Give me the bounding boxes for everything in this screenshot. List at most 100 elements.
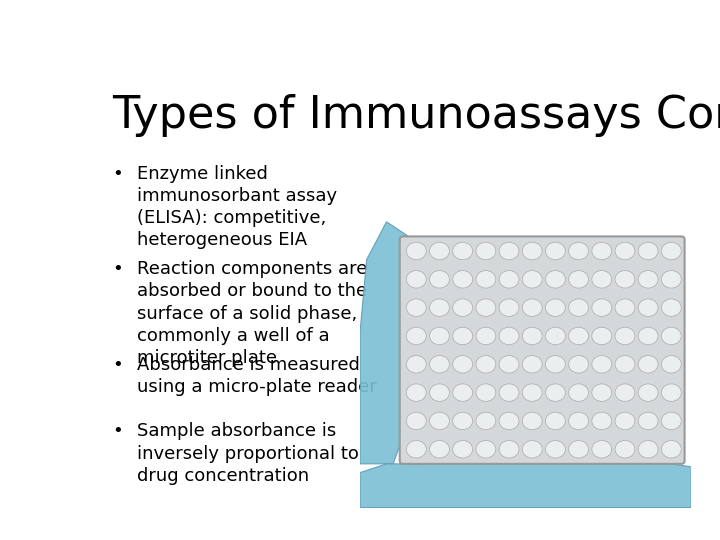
Circle shape bbox=[638, 299, 658, 316]
Circle shape bbox=[615, 271, 635, 288]
Circle shape bbox=[476, 327, 496, 345]
Circle shape bbox=[499, 412, 519, 430]
Text: •: • bbox=[112, 260, 123, 278]
Circle shape bbox=[592, 412, 612, 430]
Circle shape bbox=[499, 441, 519, 458]
Circle shape bbox=[522, 412, 542, 430]
Circle shape bbox=[406, 299, 426, 316]
Circle shape bbox=[592, 271, 612, 288]
Text: Reaction components are
absorbed or bound to the
surface of a solid phase,
commo: Reaction components are absorbed or boun… bbox=[138, 260, 368, 367]
Circle shape bbox=[522, 242, 542, 260]
Circle shape bbox=[546, 412, 565, 430]
Circle shape bbox=[615, 299, 635, 316]
Circle shape bbox=[592, 242, 612, 260]
FancyBboxPatch shape bbox=[400, 237, 685, 464]
Circle shape bbox=[522, 384, 542, 401]
Circle shape bbox=[430, 441, 449, 458]
Text: Absorbance is measured
using a micro-plate reader: Absorbance is measured using a micro-pla… bbox=[138, 356, 377, 396]
Circle shape bbox=[406, 327, 426, 345]
Circle shape bbox=[662, 327, 681, 345]
Text: Enzyme linked
immunosorbant assay
(ELISA): competitive,
heterogeneous EIA: Enzyme linked immunosorbant assay (ELISA… bbox=[138, 165, 338, 249]
Circle shape bbox=[638, 355, 658, 373]
Circle shape bbox=[546, 271, 565, 288]
Circle shape bbox=[476, 355, 496, 373]
Circle shape bbox=[592, 441, 612, 458]
Circle shape bbox=[615, 327, 635, 345]
Circle shape bbox=[453, 271, 472, 288]
Circle shape bbox=[638, 271, 658, 288]
Circle shape bbox=[638, 412, 658, 430]
Circle shape bbox=[569, 412, 588, 430]
Circle shape bbox=[522, 355, 542, 373]
Circle shape bbox=[569, 242, 588, 260]
Circle shape bbox=[453, 327, 472, 345]
Circle shape bbox=[569, 355, 588, 373]
Circle shape bbox=[430, 355, 449, 373]
Text: Sample absorbance is
inversely proportional to
drug concentration: Sample absorbance is inversely proportio… bbox=[138, 422, 359, 485]
Text: •: • bbox=[112, 165, 123, 183]
Circle shape bbox=[662, 355, 681, 373]
Circle shape bbox=[499, 299, 519, 316]
Circle shape bbox=[569, 384, 588, 401]
Circle shape bbox=[499, 327, 519, 345]
Circle shape bbox=[662, 271, 681, 288]
Text: Types of Immunoassays Cont’d: Types of Immunoassays Cont’d bbox=[112, 94, 720, 137]
Circle shape bbox=[569, 299, 588, 316]
Circle shape bbox=[406, 441, 426, 458]
Circle shape bbox=[476, 412, 496, 430]
Circle shape bbox=[638, 441, 658, 458]
Circle shape bbox=[662, 384, 681, 401]
Circle shape bbox=[546, 299, 565, 316]
Circle shape bbox=[592, 355, 612, 373]
Circle shape bbox=[546, 327, 565, 345]
Circle shape bbox=[453, 441, 472, 458]
Circle shape bbox=[476, 384, 496, 401]
Circle shape bbox=[499, 242, 519, 260]
Circle shape bbox=[615, 384, 635, 401]
Circle shape bbox=[430, 412, 449, 430]
Circle shape bbox=[499, 271, 519, 288]
Circle shape bbox=[662, 242, 681, 260]
Circle shape bbox=[406, 412, 426, 430]
Circle shape bbox=[430, 327, 449, 345]
Circle shape bbox=[430, 299, 449, 316]
Circle shape bbox=[638, 384, 658, 401]
Circle shape bbox=[453, 355, 472, 373]
Circle shape bbox=[638, 327, 658, 345]
Circle shape bbox=[453, 299, 472, 316]
Circle shape bbox=[522, 299, 542, 316]
Circle shape bbox=[499, 355, 519, 373]
Circle shape bbox=[522, 441, 542, 458]
Circle shape bbox=[430, 384, 449, 401]
Circle shape bbox=[546, 355, 565, 373]
Circle shape bbox=[453, 242, 472, 260]
Circle shape bbox=[615, 242, 635, 260]
Circle shape bbox=[406, 242, 426, 260]
Text: •: • bbox=[112, 356, 123, 374]
Circle shape bbox=[546, 242, 565, 260]
Circle shape bbox=[453, 384, 472, 401]
Circle shape bbox=[638, 242, 658, 260]
Circle shape bbox=[662, 299, 681, 316]
Polygon shape bbox=[360, 455, 691, 508]
Circle shape bbox=[453, 412, 472, 430]
Circle shape bbox=[569, 441, 588, 458]
Text: •: • bbox=[112, 422, 123, 441]
Circle shape bbox=[406, 355, 426, 373]
Circle shape bbox=[476, 299, 496, 316]
Circle shape bbox=[662, 441, 681, 458]
Circle shape bbox=[430, 271, 449, 288]
Circle shape bbox=[406, 384, 426, 401]
Circle shape bbox=[569, 271, 588, 288]
Circle shape bbox=[476, 271, 496, 288]
Circle shape bbox=[499, 384, 519, 401]
Circle shape bbox=[592, 299, 612, 316]
Circle shape bbox=[569, 327, 588, 345]
Circle shape bbox=[546, 441, 565, 458]
Circle shape bbox=[615, 441, 635, 458]
Circle shape bbox=[430, 242, 449, 260]
Polygon shape bbox=[360, 222, 426, 464]
Circle shape bbox=[615, 355, 635, 373]
Circle shape bbox=[406, 271, 426, 288]
Circle shape bbox=[546, 384, 565, 401]
